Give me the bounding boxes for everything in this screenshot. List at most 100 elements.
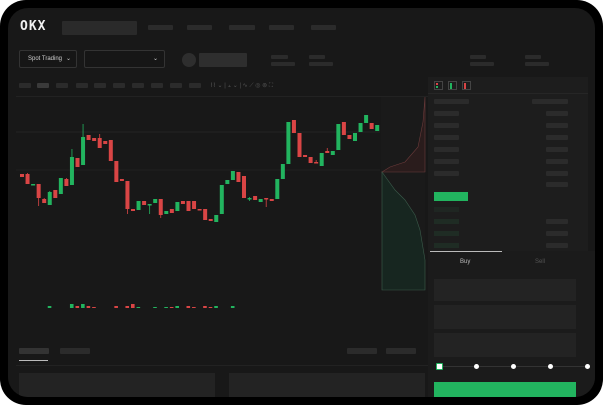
last-price — [434, 192, 468, 201]
total-input[interactable] — [434, 333, 576, 357]
orderbook-header-price — [434, 99, 469, 104]
slider-handle[interactable] — [436, 363, 443, 370]
okx-logo[interactable]: OKX — [20, 19, 47, 34]
slider-stop[interactable] — [548, 364, 553, 369]
candle — [131, 209, 135, 211]
positions-card — [229, 373, 425, 397]
volume-bar — [208, 307, 213, 308]
nav-item[interactable] — [187, 25, 212, 30]
volume-bar — [131, 304, 135, 308]
timeframe-button[interactable] — [113, 83, 125, 88]
orderbook-view-both-icon[interactable] — [434, 81, 443, 90]
candle — [253, 196, 258, 200]
ask-amount — [546, 123, 568, 128]
depth-asks-area — [380, 96, 426, 173]
market-type-dropdown[interactable]: Spot Trading ⌄ — [19, 50, 77, 68]
nav-item[interactable] — [148, 25, 173, 30]
candle — [330, 151, 335, 155]
indicator-icon[interactable]: ⌇⌇ ⌄ | ⫠ ⌄ | ∿ ⟋ ◎ ⊚ ⛶ — [210, 83, 274, 89]
nav-item[interactable] — [229, 25, 255, 30]
bid-price — [434, 207, 459, 212]
candle — [142, 201, 147, 205]
bid-amount — [546, 243, 568, 248]
chevron-down-icon: ⌄ — [66, 56, 72, 62]
ask-price — [434, 123, 459, 128]
candle — [364, 115, 369, 123]
candle — [319, 153, 324, 166]
candle — [119, 179, 124, 181]
divider — [16, 365, 428, 366]
volume-bar — [125, 306, 130, 308]
candle — [375, 125, 380, 131]
bid-price — [434, 219, 459, 224]
candle — [369, 123, 374, 129]
nav-item[interactable] — [311, 25, 336, 30]
candle — [31, 184, 36, 186]
orderbook-view-asks-icon[interactable] — [462, 81, 471, 90]
slider-stop[interactable] — [474, 364, 479, 369]
tab-buy[interactable]: Buy — [460, 259, 471, 265]
timeframe-button[interactable] — [19, 83, 31, 88]
ask-price — [434, 147, 459, 152]
ask-price — [434, 171, 459, 176]
candle — [97, 138, 102, 148]
volume-bar — [186, 306, 191, 308]
coin-icon — [182, 53, 196, 67]
candle — [341, 122, 346, 135]
candle — [275, 179, 280, 199]
volume-bar — [214, 306, 218, 308]
candlestick-chart[interactable] — [8, 8, 428, 308]
candle — [153, 199, 158, 203]
tab-order-history[interactable] — [60, 348, 90, 354]
last-price-sub — [546, 182, 568, 187]
timeframe-button[interactable] — [132, 83, 144, 88]
tab-open-orders[interactable] — [19, 348, 49, 354]
candle — [192, 201, 197, 209]
stat-label — [309, 55, 325, 59]
orderbook-view-bids-icon[interactable] — [448, 81, 457, 90]
filter-button[interactable] — [386, 348, 416, 354]
timeframe-button[interactable] — [94, 83, 106, 88]
stat-value — [271, 62, 295, 66]
amount-input[interactable] — [434, 305, 576, 329]
filter-button[interactable] — [347, 348, 377, 354]
timeframe-button[interactable] — [151, 83, 163, 88]
candle — [269, 199, 274, 201]
volume-bar — [69, 304, 74, 308]
candle — [108, 140, 113, 161]
timeframe-button[interactable] — [170, 83, 182, 88]
candle — [236, 172, 241, 182]
orderbook-panel — [428, 77, 588, 257]
slider-stop[interactable] — [585, 364, 590, 369]
candle — [325, 151, 330, 153]
candle — [347, 135, 352, 139]
candle — [53, 190, 58, 198]
tab-sell[interactable]: Sell — [535, 259, 546, 265]
ask-amount — [546, 111, 568, 116]
price-input[interactable] — [434, 279, 576, 301]
pair-dropdown[interactable]: ⌄ — [84, 50, 165, 68]
candle — [164, 211, 169, 214]
timeframe-button[interactable] — [37, 83, 49, 88]
volume-bar — [75, 306, 80, 308]
volume-bar — [164, 307, 168, 308]
ask-price — [434, 111, 459, 116]
search-box[interactable] — [62, 21, 137, 35]
buy-button[interactable] — [434, 382, 576, 397]
candle — [58, 178, 63, 194]
volume-bar — [175, 306, 179, 308]
candle — [20, 174, 24, 177]
bid-price — [434, 231, 459, 236]
volume-bar — [47, 306, 52, 308]
nav-item[interactable] — [269, 25, 294, 30]
candle — [208, 219, 213, 221]
candle — [219, 185, 224, 214]
timeframe-button[interactable] — [76, 83, 88, 88]
buy-tab-underline — [430, 251, 502, 252]
timeframe-button[interactable] — [56, 83, 68, 88]
market-type-label: Spot Trading — [28, 56, 63, 62]
candle — [242, 176, 246, 198]
timeframe-button[interactable] — [189, 83, 201, 88]
slider-stop[interactable] — [511, 364, 516, 369]
